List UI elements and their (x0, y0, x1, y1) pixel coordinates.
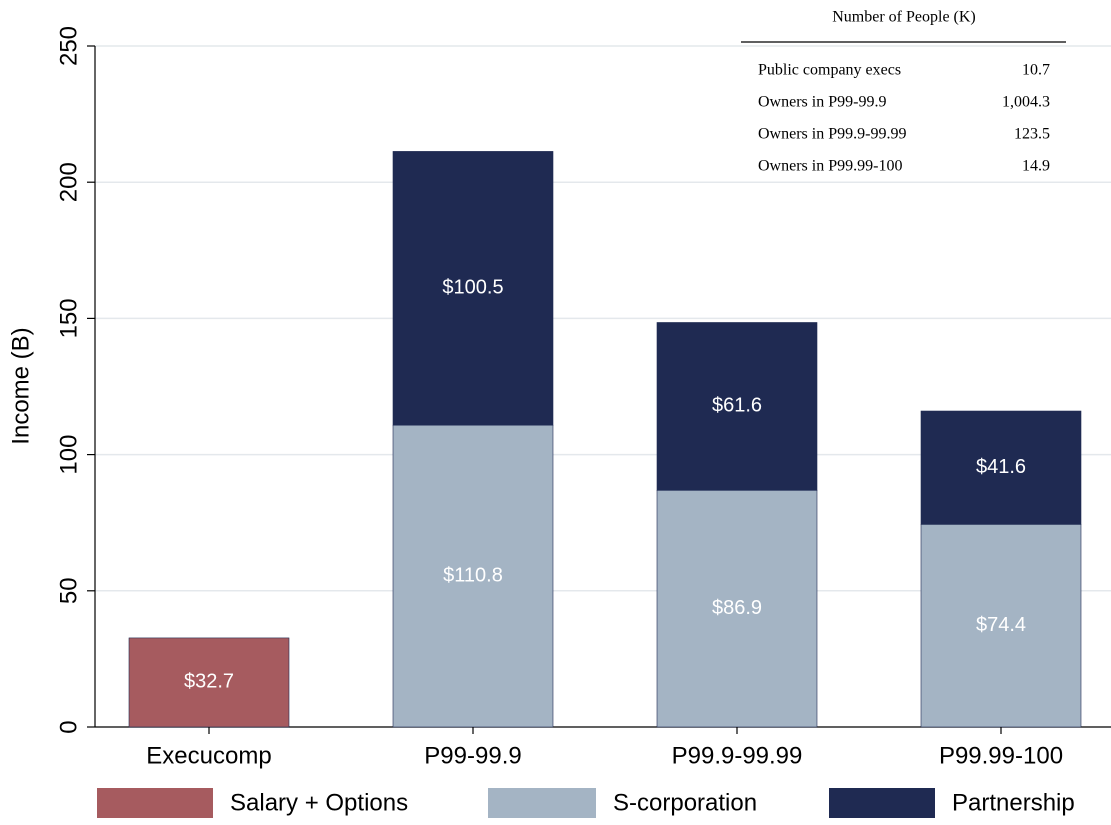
bar-segment (656, 489, 818, 728)
y-tick-label: 200 (55, 162, 82, 202)
value-label: $86.9 (712, 597, 762, 619)
table-cell: 10.7 (1022, 62, 1050, 79)
table-cell: 1,004.3 (1002, 94, 1050, 111)
table-cell: 14.9 (1022, 158, 1050, 175)
table-cell: Owners in P99-99.9 (758, 94, 886, 111)
y-tick-label: 100 (55, 435, 82, 475)
bar-segment (920, 524, 1082, 728)
legend-swatch (829, 788, 935, 818)
x-tick-label: P99.99-100 (939, 742, 1063, 769)
table-cell: Owners in P99.9-99.99 (758, 126, 906, 143)
table-cell: Public company execs (758, 62, 901, 79)
table-cell: 123.5 (1014, 126, 1050, 143)
value-label: $32.7 (184, 671, 234, 693)
value-label: $61.6 (712, 395, 762, 417)
y-axis-title: Income (B) (7, 327, 34, 444)
value-label: $41.6 (976, 456, 1026, 478)
value-label: $74.4 (976, 614, 1026, 636)
table-title: Number of People (K) (832, 9, 976, 26)
y-tick-label: 0 (55, 720, 82, 733)
table-cell: Owners in P99.99-100 (758, 158, 902, 175)
bar-segment (392, 151, 554, 426)
legend-swatch (97, 788, 213, 818)
y-tick-label: 150 (55, 298, 82, 338)
y-tick-label: 50 (55, 577, 82, 604)
x-tick-label: Execucomp (146, 742, 271, 769)
legend-label: Partnership (952, 789, 1075, 816)
value-label: $110.8 (443, 564, 503, 586)
bar-segment (392, 424, 554, 728)
bar-segment (128, 637, 290, 728)
legend-label: Salary + Options (230, 789, 408, 816)
x-tick-label: P99-99.9 (424, 742, 521, 769)
x-tick-label: P99.9-99.99 (672, 742, 803, 769)
value-label: $100.5 (442, 277, 503, 299)
legend-swatch (488, 788, 596, 818)
y-tick-label: 250 (55, 26, 82, 66)
bar-segment (920, 410, 1082, 525)
legend-label: S-corporation (613, 789, 757, 816)
bar-segment (656, 322, 818, 491)
